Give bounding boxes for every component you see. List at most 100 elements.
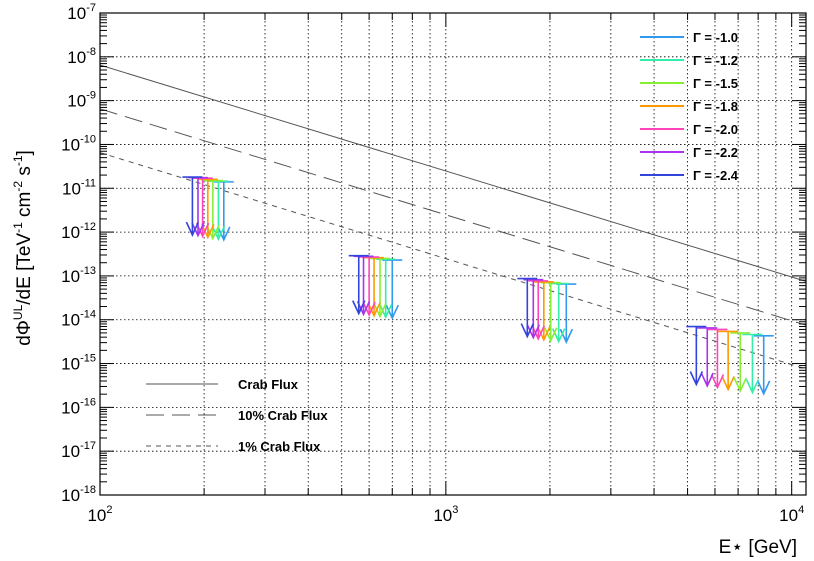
y-tick-label-base: 10 (67, 4, 86, 23)
y-tick-label: 10-12 (61, 221, 96, 242)
upper-limit-arrowhead (526, 324, 541, 340)
y-tick-label-exp: -9 (86, 90, 96, 102)
y-axis-title-sup: UL (11, 304, 25, 320)
x-tick-label-base: 10 (87, 506, 106, 525)
grid (100, 13, 806, 495)
upper-limit-marker (182, 176, 203, 237)
upper-limit-arrowhead (385, 304, 399, 320)
x-axis-title: E⋆ [GeV] (719, 537, 797, 558)
upper-limit-arrowhead (367, 302, 381, 318)
y-tick-label-exp: -11 (81, 177, 96, 189)
y-tick-label: 10-8 (67, 46, 96, 67)
upper-limit-arrowhead (378, 303, 393, 320)
x-tick-label-exp: 2 (106, 504, 112, 516)
y-tick-label-base: 10 (61, 355, 80, 374)
y-tick-label: 10-11 (62, 177, 96, 198)
y-tick-label: 10-9 (67, 90, 96, 111)
y-tick-label-base: 10 (61, 398, 80, 417)
y-tick-label-base: 10 (67, 92, 86, 111)
upper-limit-arrowhead (710, 374, 725, 390)
upper-limit-marker (202, 179, 223, 241)
upper-limit-arrowhead (191, 222, 205, 238)
y-tick-label-exp: -18 (80, 484, 96, 496)
y-tick-label-exp: -7 (86, 2, 96, 14)
legend-label: Γ = -2.2 (693, 145, 738, 160)
upper-limit-marker (707, 328, 728, 390)
upper-limit-arrowhead (756, 380, 771, 396)
y-tick-label: 10-14 (61, 309, 96, 330)
y-tick-label-exp: -12 (80, 221, 96, 233)
upper-limit-arrowhead (185, 221, 200, 237)
upper-limit-arrowhead (721, 376, 735, 392)
upper-limit-marker (197, 178, 218, 240)
y-tick-label: 10-7 (67, 2, 96, 23)
upper-limit-marker (348, 254, 369, 316)
y-tick-label: 10-13 (61, 265, 96, 286)
y-axis-title: dΦUL/dE [TeV-1 cm-2 s-1] (11, 150, 35, 346)
upper-limit-arrowhead (201, 223, 215, 240)
legend-label: Γ = -1.8 (693, 99, 738, 114)
legend-label: Crab Flux (238, 377, 299, 392)
y-tick-label: 10-18 (61, 484, 96, 505)
upper-limit-arrowhead (520, 323, 535, 339)
y-tick-label-exp: -14 (80, 309, 96, 321)
reference-line (99, 108, 807, 326)
upper-limit-arrows (182, 176, 774, 396)
y-tick-label-base: 10 (61, 311, 80, 330)
x-tick-label-exp: 3 (452, 504, 458, 516)
upper-limit-arrowhead (211, 225, 226, 242)
x-tick-label: 104 (779, 504, 804, 525)
upper-limit-arrowhead (206, 225, 220, 241)
y-axis-title-part: cm (14, 192, 35, 223)
y-axis-title-sup: -1 (11, 155, 25, 166)
upper-limit-arrowhead (745, 379, 760, 395)
plot-frame (99, 12, 807, 496)
y-axis-title-part: dΦ (14, 320, 35, 346)
upper-limit-marker (697, 327, 718, 388)
legend-label: Γ = -1.0 (693, 30, 738, 45)
reference-line (99, 64, 807, 282)
legend-label: Γ = -1.2 (693, 53, 738, 68)
legend-label: Γ = -1.5 (693, 76, 738, 91)
y-tick-label: 10-17 (61, 440, 96, 461)
y-tick-label-exp: -16 (80, 396, 96, 408)
upper-limit-arrowhead (352, 300, 366, 316)
legend-label: 1% Crab Flux (238, 439, 321, 454)
y-tick-label-exp: -15 (80, 353, 96, 365)
upper-limit-arrowhead (217, 226, 231, 242)
upper-limit-arrowhead (537, 326, 551, 342)
y-tick-label-base: 10 (67, 48, 86, 67)
y-tick-label-exp: -17 (80, 440, 96, 452)
y-axis-title-part: /dE [TeV (14, 233, 35, 305)
x-tick-label-base: 10 (433, 506, 452, 525)
upper-limit-marker (753, 334, 774, 396)
y-tick-label-exp: -10 (80, 133, 96, 145)
upper-limit-arrowhead (373, 303, 387, 319)
upper-limit-marker (517, 277, 538, 339)
y-tick-label: 10-16 (61, 396, 96, 417)
upper-limit-marker (742, 333, 763, 395)
x-tick-label-base: 10 (779, 506, 798, 525)
upper-limit-marker (718, 330, 739, 392)
upper-limit-marker (528, 280, 549, 341)
x-tick-label-exp: 4 (798, 504, 804, 516)
legend-label: Γ = -2.4 (693, 168, 739, 183)
upper-limit-arrowhead (689, 371, 704, 387)
y-tick-label-base: 10 (61, 267, 80, 286)
y-tick-label-exp: -13 (80, 265, 96, 277)
y-tick-label: 10-15 (61, 353, 96, 374)
legends: Γ = -1.0 Γ = -1.2 Γ = -1.5 Γ = -1.8 Γ = -2.0… (146, 30, 739, 454)
y-tick-label: 10-10 (61, 133, 96, 154)
y-tick-label-exp: -8 (86, 46, 96, 58)
upper-limit-arrowhead (362, 301, 376, 317)
y-axis-title-part: s (14, 166, 35, 181)
x-tick-label: 102 (87, 504, 112, 525)
upper-limit-arrowhead (531, 325, 545, 341)
y-tick-label-base: 10 (61, 135, 80, 154)
y-tick-label-base: 10 (61, 442, 80, 461)
y-tick-label-base: 10 (62, 179, 81, 198)
y-tick-label-base: 10 (61, 486, 80, 505)
y-axis-title-sup: -1 (11, 222, 25, 233)
